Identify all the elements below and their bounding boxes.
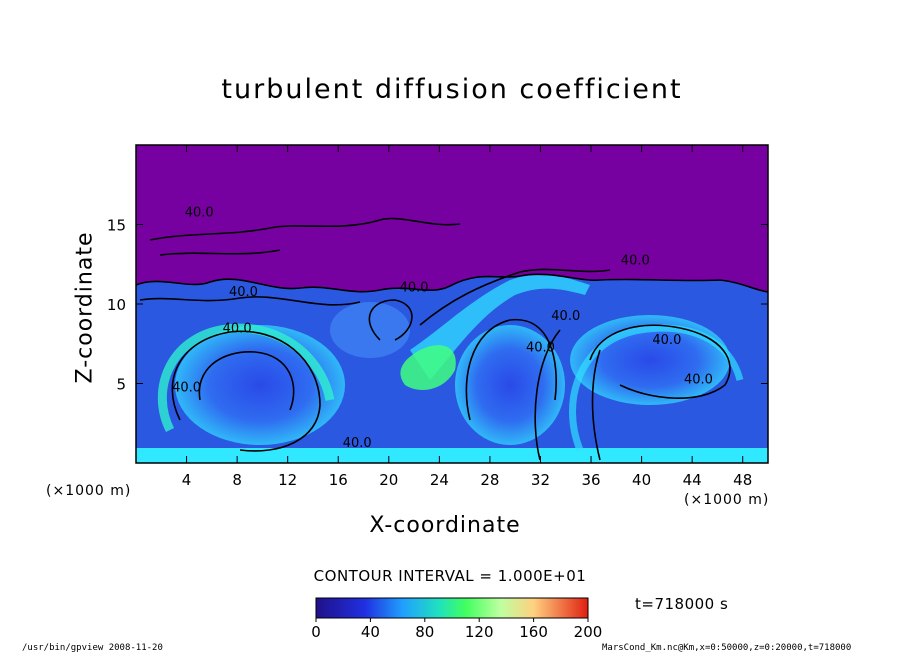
contour-label: 40.0 [621, 253, 650, 268]
x-tick-label: 8 [232, 471, 242, 489]
x-tick-label: 4 [182, 471, 192, 489]
colorbar-tick-label: 80 [415, 623, 434, 641]
y-tick-label: 5 [116, 376, 126, 394]
y-tick-label: 15 [107, 217, 126, 235]
contour-label: 40.0 [652, 333, 681, 348]
vortex-center [455, 325, 565, 445]
colorbar-tick-label: 200 [574, 623, 603, 641]
colorbar-tick-label: 40 [361, 623, 380, 641]
x-tick-label: 16 [329, 471, 348, 489]
footer-right: MarsCond_Km.nc@Km,x=0:50000,z=0:20000,t=… [602, 643, 852, 653]
x-tick-label: 48 [733, 471, 752, 489]
x-tick-label: 36 [581, 471, 600, 489]
colorbar-tick-label: 120 [465, 623, 494, 641]
contour-label: 40.0 [551, 309, 580, 324]
contour-label: 40.0 [185, 206, 214, 221]
x-tick-label: 28 [480, 471, 499, 489]
y-tick-label: 10 [107, 296, 126, 314]
y-axis-label: Z-coordinate [72, 231, 98, 384]
x-tick-label: 40 [632, 471, 651, 489]
contour-label-layer: 40.0 40.0 40.0 40.0 40.0 40.0 40.0 40.0 40.0 40.0… [172, 206, 713, 452]
x-axis-unit: (×1000 m) [684, 492, 770, 508]
contour-interval: CONTOUR INTERVAL = 1.000E+01 [313, 567, 587, 585]
vortex-mid [330, 302, 410, 358]
x-tick-label: 44 [683, 471, 702, 489]
colorbar-tick-label: 160 [519, 623, 548, 641]
colorbar-tick-label: 0 [311, 623, 321, 641]
contour-lines [136, 217, 768, 461]
contour-label: 40.0 [526, 341, 555, 356]
contour-label: 40.0 [172, 380, 201, 395]
x-tick-label: 20 [379, 471, 398, 489]
contour-label: 40.0 [400, 280, 429, 295]
x-tick-label: 12 [278, 471, 297, 489]
contour-label: 40.0 [684, 373, 713, 388]
colorbar [315, 597, 589, 619]
x-tick-label: 24 [430, 471, 449, 489]
field-layer [136, 145, 768, 463]
left-cyan-arc [157, 323, 335, 433]
chart-title: turbulent diffusion coefficient [221, 74, 683, 105]
contour-label: 40.0 [343, 436, 372, 451]
x-axis-label: X-coordinate [369, 513, 521, 538]
y-axis-unit: (×1000 m) [46, 483, 132, 499]
surface-band [136, 448, 768, 463]
colorbar-ticks: 0 40 80 120 160 200 [311, 618, 602, 641]
time-label: t=718000 s [635, 595, 729, 613]
hot-spot [400, 345, 456, 390]
x-tick-label: 32 [531, 471, 550, 489]
footer-left: /usr/bin/gpview 2008-11-20 [22, 643, 163, 653]
contour-label: 40.0 [223, 322, 252, 337]
contour-label: 40.0 [229, 285, 258, 300]
